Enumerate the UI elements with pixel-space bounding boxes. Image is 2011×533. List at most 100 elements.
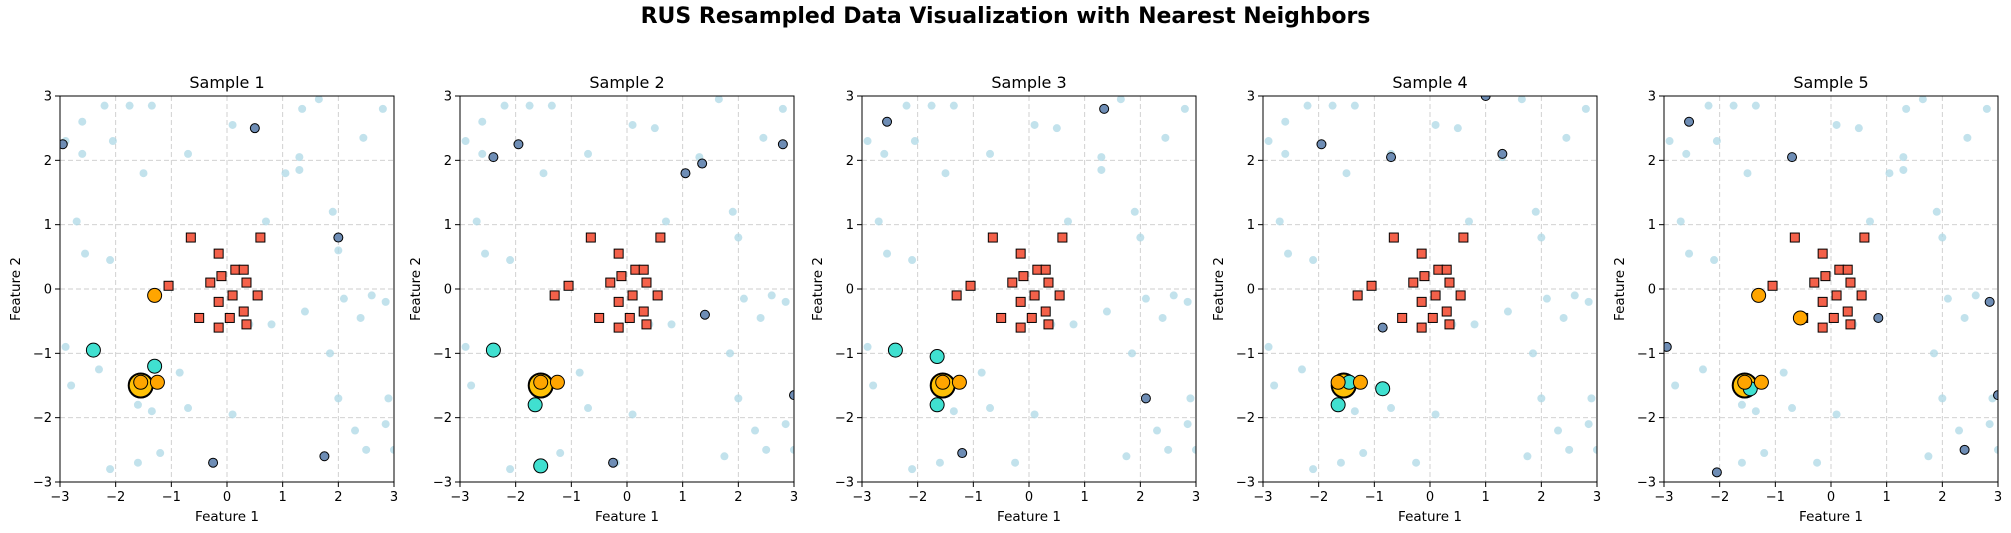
minority-square — [241, 319, 252, 330]
background-point — [1698, 365, 1707, 374]
x-tick-label: 0 — [1426, 490, 1434, 505]
subplot-4: −3 −2 −1 0 1 2 3 −3 −2 −1 0 1 2 3 Sample 4 Feature 1 Fea… — [1211, 73, 1601, 525]
background-point — [1559, 313, 1568, 322]
background-point — [1682, 149, 1691, 158]
background-point — [334, 246, 343, 255]
background-point — [1899, 165, 1908, 174]
background-point — [1712, 137, 1721, 146]
background-point — [334, 394, 343, 403]
background-point — [1531, 207, 1540, 216]
background-point — [1963, 133, 1972, 142]
minority-square — [255, 232, 266, 243]
background-point — [478, 117, 487, 126]
background-point — [1751, 407, 1760, 416]
background-point — [762, 445, 771, 454]
background-point — [1542, 294, 1551, 303]
y-tick-label: 2 — [1648, 154, 1656, 169]
minority-square — [1455, 290, 1466, 301]
background-point — [1685, 249, 1694, 258]
x-tick-label: −1 — [1766, 490, 1785, 505]
x-tick-label: 0 — [1025, 490, 1033, 505]
background-point — [556, 449, 565, 458]
background-point — [863, 342, 872, 351]
y-tick-label: −3 — [433, 476, 452, 491]
background-point — [1359, 449, 1368, 458]
minority-square — [1366, 280, 1377, 291]
background-point — [949, 101, 958, 110]
selected-point — [957, 448, 968, 459]
neighbor-orange — [1751, 287, 1767, 303]
background-point — [874, 217, 883, 226]
background-point — [661, 217, 670, 226]
minority-square — [1856, 290, 1867, 301]
neighbor-orange — [1792, 310, 1808, 326]
x-tick-label: 3 — [1593, 490, 1601, 505]
background-point — [1342, 169, 1351, 178]
background-point — [1788, 404, 1797, 413]
background-point — [100, 101, 109, 110]
y-tick-label: −3 — [33, 476, 52, 491]
background-point — [1264, 137, 1273, 146]
background-point — [467, 381, 476, 390]
background-point — [228, 410, 237, 419]
background-point — [1470, 320, 1479, 329]
background-point — [1854, 124, 1863, 133]
minority-square — [638, 306, 649, 317]
x-tick-label: 2 — [334, 490, 342, 505]
grid — [1663, 95, 1999, 483]
background-point — [1671, 381, 1680, 390]
background-point — [1158, 313, 1167, 322]
minority-square — [1352, 290, 1363, 301]
selected-point — [697, 158, 708, 169]
background-point — [1710, 256, 1719, 265]
neighbor-orange — [935, 374, 951, 390]
background-point — [267, 320, 276, 329]
subplot-title: Sample 2 — [589, 73, 664, 92]
minority-square — [213, 248, 224, 259]
minority-square — [194, 312, 205, 323]
neighbor-teal — [527, 397, 543, 413]
background-point — [1938, 233, 1947, 242]
background-point — [759, 133, 768, 142]
figure-title: RUS Resampled Data Visualization with Ne… — [640, 4, 1371, 29]
minority-square — [624, 312, 635, 323]
background-point — [1183, 420, 1192, 429]
background-point — [1297, 365, 1306, 374]
background-point — [883, 249, 892, 258]
minority-square — [1026, 312, 1037, 323]
background-point — [1537, 394, 1546, 403]
background-point — [1387, 404, 1396, 413]
selected-point — [699, 309, 710, 320]
minority-square — [1416, 322, 1427, 333]
background-point — [1570, 291, 1579, 300]
minority-square — [1029, 290, 1040, 301]
background-point — [1960, 313, 1969, 322]
subplot-2: −3 −2 −1 0 1 2 3 −3 −2 −1 0 1 2 3 Sample 2 Feature 1 Fea… — [408, 73, 798, 525]
background-point — [1350, 407, 1359, 416]
x-tick-label: −3 — [852, 490, 871, 505]
y-tick-label: 0 — [44, 283, 52, 298]
x-tick-label: 3 — [1192, 490, 1200, 505]
selected-point — [1873, 312, 1884, 323]
minority-square — [1388, 232, 1399, 243]
minority-square — [652, 290, 663, 301]
background-point — [228, 120, 237, 129]
y-tick-label: −1 — [433, 347, 452, 362]
x-tick-label: 2 — [1537, 490, 1545, 505]
background-point — [300, 307, 309, 316]
background-point — [525, 101, 534, 110]
background-point — [1153, 426, 1162, 435]
background-point — [381, 420, 390, 429]
neighbor-orange — [1352, 374, 1368, 390]
background-point — [1130, 207, 1139, 216]
x-tick-label: −2 — [908, 490, 927, 505]
minority-square — [1817, 296, 1828, 307]
background-point — [1431, 410, 1440, 419]
background-point — [328, 207, 337, 216]
minority-square — [1831, 290, 1842, 301]
background-point — [106, 256, 115, 265]
background-point — [751, 426, 760, 435]
minority-square — [1043, 277, 1054, 288]
minority-square — [1018, 271, 1029, 282]
background-point — [714, 96, 723, 104]
